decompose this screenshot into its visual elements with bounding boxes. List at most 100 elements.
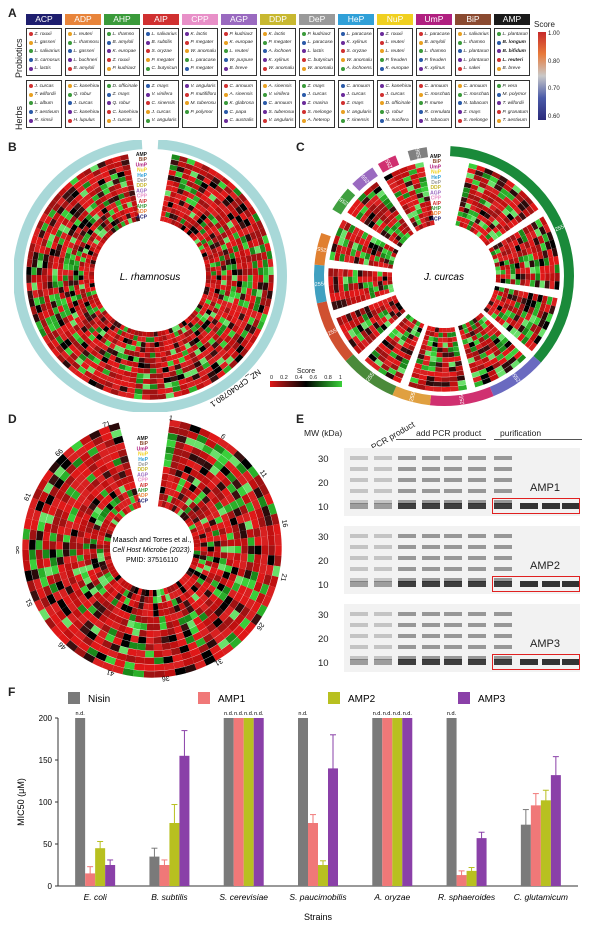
contig-label: NW_025565415	[457, 380, 469, 412]
score-dot	[224, 49, 228, 54]
gel-band	[444, 489, 462, 493]
bar	[540, 800, 551, 886]
ring-legend-dep: DeP	[431, 180, 441, 186]
species-name: P. freuden	[424, 57, 447, 63]
species-name: A. lochoen	[268, 48, 292, 54]
species-name: A. sinensis	[268, 83, 292, 89]
category-header-agp: AGP	[221, 14, 257, 25]
position-tick: 1	[168, 415, 173, 422]
position-tick: 66	[54, 448, 65, 459]
species-name: B. amyloli	[424, 40, 446, 46]
species-item: T. aestivum	[29, 108, 60, 117]
panel-b-circular-heatmap: AMPBiPUmPNuPHePDePDDPAGPCPPAIPAHPADPACP …	[14, 140, 287, 412]
species-name: S. oryzae	[151, 48, 172, 54]
species-name: L. reuteri	[385, 48, 405, 54]
mw-tick: 20	[318, 478, 329, 489]
species-item: V. angularis	[185, 82, 216, 91]
score-dot	[380, 84, 384, 89]
gel-band	[468, 659, 486, 665]
gel-band	[468, 534, 486, 538]
score-dot	[185, 58, 189, 63]
score-dot	[146, 66, 150, 71]
species-name: P. kudriavz	[229, 31, 253, 37]
gel-band	[350, 534, 368, 538]
gel-label: AMP2	[530, 560, 560, 572]
score-dot	[302, 32, 306, 37]
species-item: K. lactis	[263, 30, 294, 39]
gel-band	[468, 578, 486, 582]
gel-band	[374, 456, 392, 460]
species-name: P. freuden	[385, 57, 408, 63]
score-dot	[29, 66, 33, 71]
species-cell: L. paracasei B. amyloli L. rhamno P. freude…	[416, 28, 452, 76]
species-item: L. salivarius	[146, 30, 177, 39]
species-item: C. kanehirae	[107, 108, 138, 117]
ring-legend-ahp: AHP	[430, 206, 441, 212]
species-name: C. annuum	[424, 83, 448, 89]
contig-segment	[429, 386, 494, 406]
species-name: R. simsii	[34, 118, 53, 124]
score-dot	[458, 58, 462, 63]
species-name: L. plantarum	[502, 31, 529, 37]
category-header-adp: ADP	[65, 14, 101, 25]
gel-band	[468, 467, 486, 471]
ring-legend-nup: NuP	[138, 452, 149, 458]
gel-band	[350, 578, 368, 582]
category-header-row: ACP ADP AHP AIP CPP AGP DDP DeP HeP NuP UmP BiP AMP	[26, 14, 530, 25]
score-dot	[29, 101, 33, 106]
nd-label: n.d.	[383, 711, 393, 717]
species-item: N. nucifera	[380, 116, 411, 125]
species-name: K. xylinus	[268, 57, 290, 63]
ring-legend-cpp: CPP	[431, 196, 442, 202]
species-item: N. tabacum	[419, 116, 450, 125]
score-dot	[185, 66, 189, 71]
species-name: C. kanehirae	[73, 109, 100, 115]
ring-legend-amp: AMP	[136, 152, 148, 158]
gel-band	[494, 645, 512, 649]
score-dot	[458, 110, 462, 115]
species-name: L. rhamno	[112, 31, 135, 37]
gel-band	[520, 581, 538, 587]
gel-band	[494, 556, 512, 560]
bc-score-tick: 0.6	[309, 375, 318, 381]
species-name: Z. mays	[307, 83, 325, 89]
species-cell: L. plantarum B. longum B. bifidum L. reuter…	[494, 28, 530, 76]
gel-band	[350, 503, 368, 509]
y-axis-label: MIC50 (μM)	[16, 778, 26, 826]
herbs-grid: J. curcas T. wilfordii L. album T. aestivum…	[26, 80, 530, 128]
gel-band	[444, 656, 462, 660]
species-name: B. breve	[229, 66, 248, 72]
gel-band	[444, 503, 462, 509]
gel-band	[398, 467, 416, 471]
species-item: L. salivarius	[29, 47, 60, 56]
species-item: L. reuteri	[380, 47, 411, 56]
gel-band	[398, 581, 416, 587]
position-tick: 11	[258, 469, 268, 479]
species-name: C. moschata	[463, 92, 490, 98]
gel-band	[494, 503, 512, 509]
species-item: B. amyloli	[68, 64, 99, 73]
gel-band	[444, 581, 462, 587]
species-name: M. tuberosum	[190, 100, 217, 106]
gel-band	[542, 503, 560, 509]
score-tick: 0.60	[548, 114, 560, 120]
contig-segment	[449, 146, 574, 363]
category-header-ddp: DDP	[260, 14, 296, 25]
gel-band	[468, 634, 486, 638]
y-tick-label: 150	[39, 756, 53, 765]
bar	[243, 718, 254, 886]
bar	[372, 718, 383, 886]
species-cell: C. annuum C. moschata N. tabacum Z. mays S. …	[455, 80, 491, 128]
score-colorbar-title: Score	[534, 20, 555, 29]
ring-legend-hep: HeP	[138, 457, 148, 463]
species-item: Q. robur	[107, 99, 138, 108]
score-dot	[302, 101, 306, 106]
species-item: L. rhamno	[458, 39, 489, 48]
gel-band	[350, 467, 368, 471]
score-dot	[29, 118, 33, 123]
gel-band	[468, 489, 486, 493]
panel-letter-c: C	[296, 140, 305, 154]
gel-band	[444, 556, 462, 560]
species-name: Z. marina	[307, 100, 328, 106]
species-item: D. officinale	[380, 99, 411, 108]
